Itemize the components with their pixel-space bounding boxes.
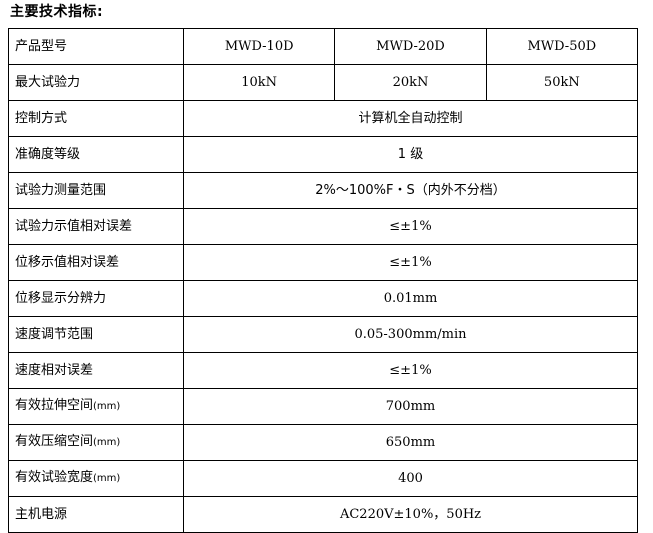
table-row: 产品型号 MWD-10D MWD-20D MWD-50D: [8, 28, 639, 65]
row-label-effective-test-width: 有效试验宽度(mm): [8, 460, 184, 497]
cell-displacement-relative-error-value: ≤±1%: [183, 244, 638, 281]
label-text: 有效压缩空间: [15, 434, 94, 449]
row-label-force-measure-range: 试验力测量范围: [8, 172, 184, 209]
label-text: 有效拉伸空间: [15, 398, 94, 413]
table-row: 位移显示分辨力 0.01mm: [8, 280, 638, 317]
table-row: 控制方式 计算机全自动控制: [8, 100, 638, 137]
row-label-control-mode: 控制方式: [8, 100, 184, 137]
cell-force-measure-range-value: 2%～100%F・S（内外不分档）: [183, 172, 638, 209]
cell-effective-tension-space-value: 700mm: [183, 388, 638, 425]
cell-power-supply-value: AC220V±10%，50Hz: [183, 496, 638, 533]
label-unit: (mm): [93, 401, 121, 412]
cell-model-mwd50d: MWD-50D: [485, 28, 639, 65]
row-label-speed-relative-error: 速度相对误差: [8, 352, 184, 389]
table-row: 最大试验力 10kN 20kN 50kN: [8, 64, 639, 101]
row-label-product-model: 产品型号: [8, 28, 184, 65]
row-label-power-supply: 主机电源: [8, 496, 184, 533]
table-row: 有效压缩空间(mm) 650mm: [8, 424, 638, 461]
cell-accuracy-grade-value: 1 级: [183, 136, 638, 173]
cell-model-mwd20d: MWD-20D: [334, 28, 487, 65]
row-label-speed-range: 速度调节范围: [8, 316, 184, 353]
cell-model-mwd10d: MWD-10D: [182, 28, 336, 65]
cell-speed-range-value: 0.05-300mm/min: [183, 316, 638, 353]
cell-force-20kn: 20kN: [334, 64, 487, 101]
cell-effective-test-width-value: 400: [183, 460, 638, 497]
table-row: 位移示值相对误差 ≤±1%: [8, 244, 638, 281]
cell-effective-compression-space-value: 650mm: [183, 424, 638, 461]
label-text: 有效试验宽度: [15, 470, 94, 485]
table-row: 试验力示值相对误差 ≤±1%: [8, 208, 638, 245]
cell-speed-relative-error-value: ≤±1%: [183, 352, 638, 389]
cell-control-mode-value: 计算机全自动控制: [183, 100, 638, 137]
table-row: 有效试验宽度(mm) 400: [8, 460, 638, 497]
table-row: 试验力测量范围 2%～100%F・S（内外不分档）: [8, 172, 638, 209]
technical-specifications-table: 产品型号 MWD-10D MWD-20D MWD-50D 最大试验力 10kN …: [8, 28, 639, 533]
row-label-displacement-relative-error: 位移示值相对误差: [8, 244, 184, 281]
cell-force-50kn: 50kN: [485, 64, 639, 101]
row-label-accuracy-grade: 准确度等级: [8, 136, 184, 173]
row-label-force-relative-error: 试验力示值相对误差: [8, 208, 184, 245]
cell-force-10kn: 10kN: [182, 64, 336, 101]
table-row: 速度相对误差 ≤±1%: [8, 352, 638, 389]
table-row: 准确度等级 1 级: [8, 136, 638, 173]
table-row: 主机电源 AC220V±10%，50Hz: [8, 496, 638, 533]
label-unit: (mm): [93, 473, 121, 484]
row-label-displacement-resolution: 位移显示分辨力: [8, 280, 184, 317]
label-unit: (mm): [93, 437, 121, 448]
table-row: 速度调节范围 0.05-300mm/min: [8, 316, 638, 353]
row-label-max-test-force: 最大试验力: [8, 64, 184, 101]
page-title: 主要技术指标:: [10, 4, 104, 20]
row-label-effective-compression-space: 有效压缩空间(mm): [8, 424, 184, 461]
cell-force-relative-error-value: ≤±1%: [183, 208, 638, 245]
spec-sheet-page: 主要技术指标: 产品型号 MWD-10D MWD-20D MWD-50D 最大试…: [8, 4, 639, 533]
row-label-effective-tension-space: 有效拉伸空间(mm): [8, 388, 184, 425]
table-row: 有效拉伸空间(mm) 700mm: [8, 388, 638, 425]
cell-displacement-resolution-value: 0.01mm: [183, 280, 638, 317]
